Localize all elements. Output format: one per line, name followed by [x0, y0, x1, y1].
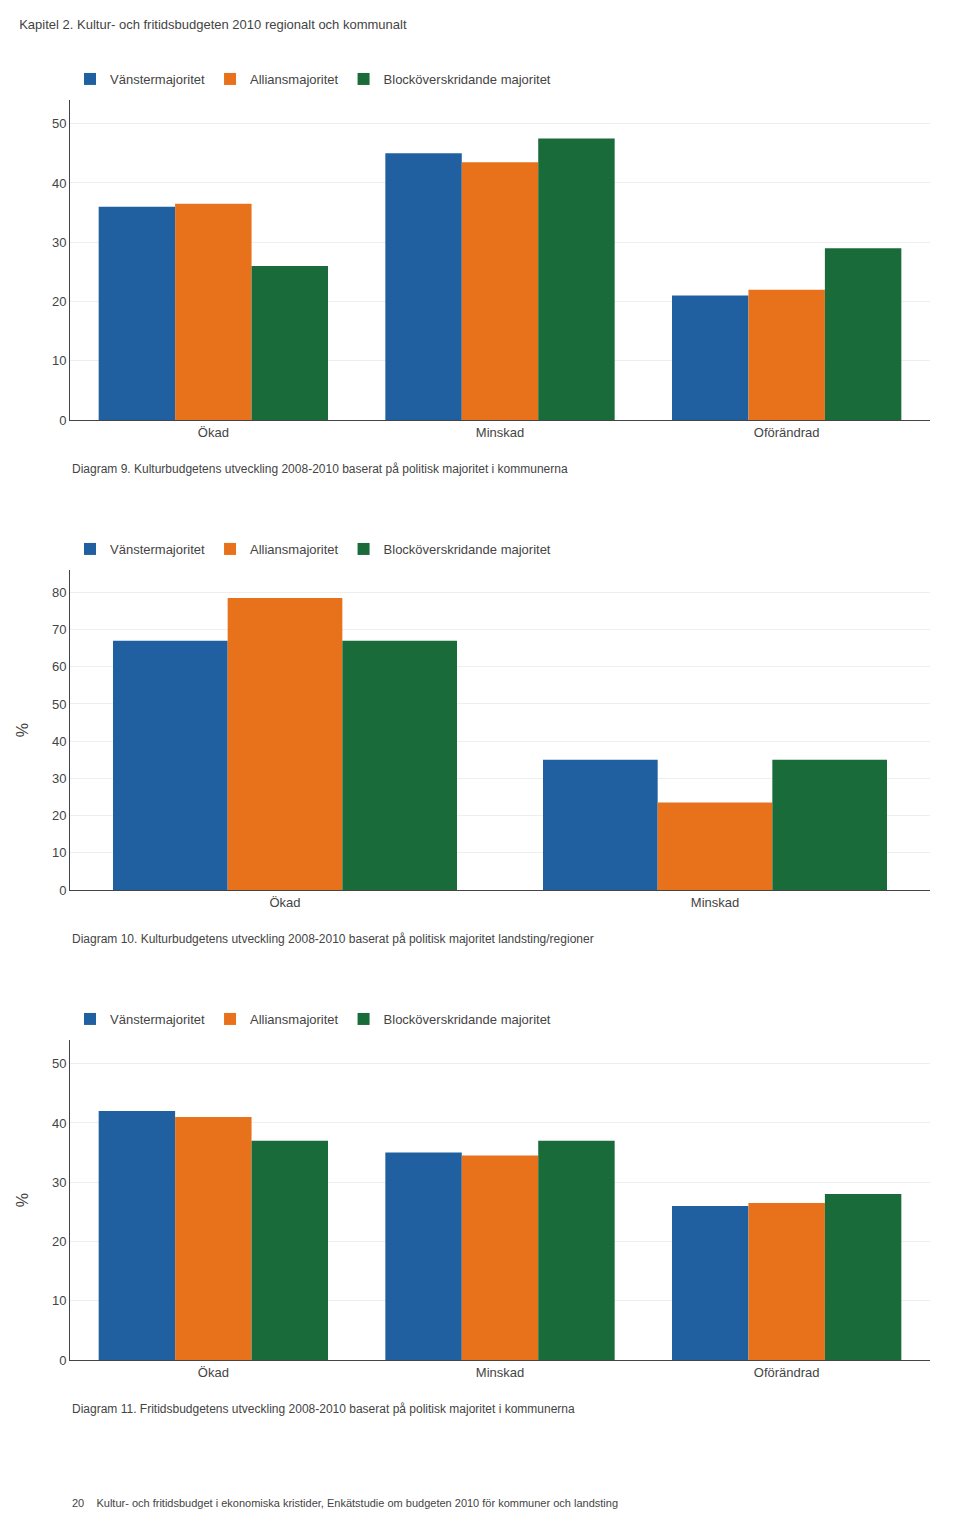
svg-text:30: 30: [52, 771, 66, 786]
svg-text:Alliansmajoritet: Alliansmajoritet: [250, 1012, 339, 1027]
svg-text:Blocköverskridande majoritet: Blocköverskridande majoritet: [384, 1012, 551, 1027]
svg-text:10: 10: [52, 845, 66, 860]
svg-text:0: 0: [59, 1353, 66, 1368]
svg-text:10: 10: [52, 353, 66, 368]
svg-text:10: 10: [52, 1293, 66, 1308]
svg-text:Oförändrad: Oförändrad: [754, 425, 820, 440]
svg-text:30: 30: [52, 235, 66, 250]
svg-text:Diagram 10. Kulturbudgetens ut: Diagram 10. Kulturbudgetens utveckling 2…: [72, 932, 594, 946]
svg-text:%: %: [14, 1193, 31, 1207]
svg-text:50: 50: [52, 1056, 66, 1071]
svg-text:50: 50: [52, 697, 66, 712]
svg-text:Ökad: Ökad: [269, 895, 300, 910]
svg-text:50: 50: [52, 116, 66, 131]
svg-text:20 Kultur- och fritidsbudge: 20 Kultur- och fritidsbudget i ekonomisk…: [72, 1497, 618, 1509]
svg-text:Ökad: Ökad: [198, 425, 229, 440]
svg-text:Vänstermajoritet: Vänstermajoritet: [110, 542, 205, 557]
svg-text:0: 0: [59, 883, 66, 898]
svg-text:0: 0: [59, 413, 66, 428]
svg-text:Diagram 11. Fritidsbudgetens u: Diagram 11. Fritidsbudgetens utveckling …: [72, 1402, 575, 1416]
svg-text:Kapitel 2. Kultur- och fritids: Kapitel 2. Kultur- och fritidsbudgeten 2…: [19, 17, 407, 32]
svg-text:Vänstermajoritet: Vänstermajoritet: [110, 1012, 205, 1027]
svg-text:Diagram 9. Kulturbudgetens utv: Diagram 9. Kulturbudgetens utveckling 20…: [72, 462, 568, 476]
svg-text:40: 40: [52, 734, 66, 749]
svg-text:70: 70: [52, 622, 66, 637]
svg-text:40: 40: [52, 1116, 66, 1131]
svg-text:Minskad: Minskad: [476, 425, 524, 440]
svg-text:Vänstermajoritet: Vänstermajoritet: [110, 72, 205, 87]
svg-text:Alliansmajoritet: Alliansmajoritet: [250, 542, 339, 557]
svg-text:Blocköverskridande majoritet: Blocköverskridande majoritet: [384, 542, 551, 557]
svg-text:80: 80: [52, 585, 66, 600]
svg-text:20: 20: [52, 1234, 66, 1249]
svg-text:Minskad: Minskad: [691, 895, 739, 910]
svg-text:40: 40: [52, 176, 66, 191]
svg-text:%: %: [14, 723, 31, 737]
svg-text:Oförändrad: Oförändrad: [754, 1365, 820, 1380]
svg-text:60: 60: [52, 659, 66, 674]
svg-text:Ökad: Ökad: [198, 1365, 229, 1380]
svg-text:Minskad: Minskad: [476, 1365, 524, 1380]
svg-text:20: 20: [52, 808, 66, 823]
svg-text:Blocköverskridande majoritet: Blocköverskridande majoritet: [384, 72, 551, 87]
svg-text:Alliansmajoritet: Alliansmajoritet: [250, 72, 339, 87]
svg-text:30: 30: [52, 1175, 66, 1190]
svg-text:20: 20: [52, 294, 66, 309]
